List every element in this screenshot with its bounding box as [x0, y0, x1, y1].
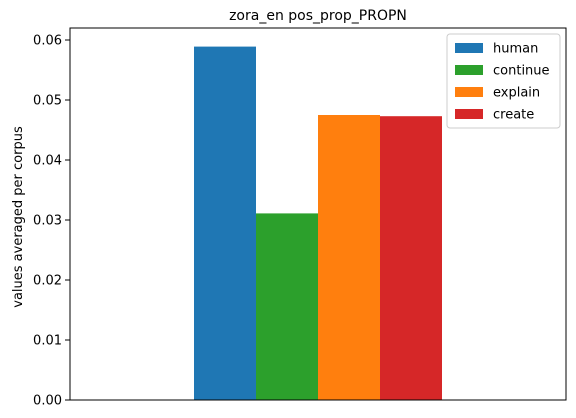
legend-label-explain: explain — [493, 86, 540, 101]
legend-label-create: create — [493, 108, 534, 123]
y-tick-label: 0.04 — [33, 154, 62, 169]
plot-frame — [69, 27, 567, 401]
y-tick-label: 0.05 — [33, 94, 62, 109]
y-tick-label: 0.03 — [33, 214, 62, 229]
legend-box — [446, 33, 561, 129]
bar-human — [194, 46, 256, 400]
bar-create — [380, 116, 442, 400]
legend-swatch-continue — [455, 65, 483, 75]
legend-swatch-create — [455, 109, 483, 119]
y-axis-label: values averaged per corpus — [11, 126, 26, 308]
legend-label-human: human — [493, 42, 538, 57]
y-tick-label: 0.02 — [33, 274, 62, 289]
y-tick-label: 0.06 — [33, 34, 62, 49]
y-tick-label: 0.01 — [33, 334, 62, 349]
bar-continue — [256, 213, 318, 400]
bar-explain — [318, 115, 380, 400]
legend-swatch-human — [455, 43, 483, 53]
y-axis-ticks: 0.00 0.01 0.02 0.03 0.04 0.05 0.06 — [33, 34, 70, 409]
legend-swatch-explain — [455, 87, 483, 97]
legend: human continue explain create — [446, 33, 561, 129]
chart-title: zora_en pos_prop_PROPN — [229, 8, 407, 24]
y-tick-label: 0.00 — [33, 394, 62, 409]
bars-group — [194, 46, 442, 400]
legend-label-continue: continue — [493, 64, 550, 79]
